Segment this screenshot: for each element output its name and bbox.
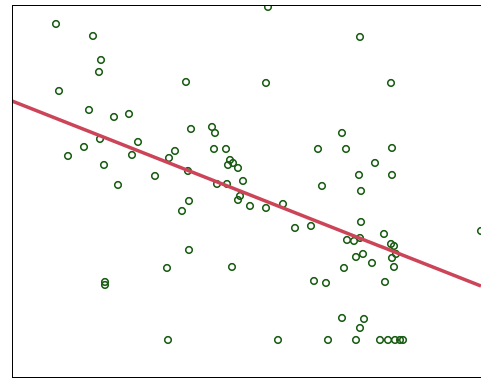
point [375,335,385,345]
point [133,137,143,147]
plot-area [12,5,481,345]
point [313,144,323,154]
point [233,195,243,205]
point [356,186,366,196]
point [389,262,399,272]
point [380,277,390,287]
point [476,226,481,236]
point [99,160,109,170]
point [263,5,273,12]
point [94,67,104,77]
point [124,109,134,119]
point [306,221,316,231]
point [186,124,196,134]
point [221,144,231,154]
point [358,249,368,259]
point [223,160,233,170]
point [84,105,94,115]
point [245,201,255,211]
point [96,55,106,65]
point [309,276,319,286]
point [228,158,238,168]
point [100,277,110,287]
point [127,150,137,160]
point [238,176,248,186]
point [209,144,219,154]
point [63,151,73,161]
point [383,335,393,345]
point [337,128,347,138]
point [389,241,399,251]
point [261,203,271,213]
point [355,32,365,42]
point [177,206,187,216]
point [181,77,191,87]
point [354,170,364,180]
point [398,335,408,345]
point [323,335,333,345]
point [163,335,173,345]
point [351,335,361,345]
point [54,86,64,96]
point [386,78,396,88]
point [233,163,243,173]
point [184,196,194,206]
point [356,217,366,227]
point [359,314,369,324]
point [387,253,397,263]
fit-line [12,99,481,288]
point [337,313,347,323]
point [150,171,160,181]
plot-frame [12,5,481,378]
point [339,263,349,273]
point [227,262,237,272]
point [387,143,397,153]
point [321,278,331,288]
point [51,19,61,29]
point [184,245,194,255]
point [162,263,172,273]
point [387,170,397,180]
point [88,31,98,41]
point [355,323,365,333]
point [367,258,377,268]
point [113,180,123,190]
point [341,144,351,154]
point [395,335,405,345]
point [370,158,380,168]
point [109,112,119,122]
point [261,78,271,88]
point [317,181,327,191]
point [390,335,400,345]
point [79,142,89,152]
point [351,252,361,262]
point [273,335,283,345]
point [210,128,220,138]
point [379,229,389,239]
point [170,146,180,156]
point [342,235,352,245]
point [290,223,300,233]
point [100,280,110,290]
